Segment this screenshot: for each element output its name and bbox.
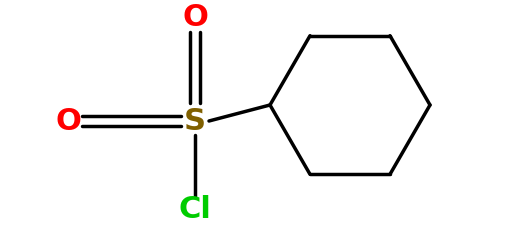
Text: S: S	[184, 106, 206, 136]
Text: O: O	[55, 106, 81, 136]
Text: Cl: Cl	[179, 196, 211, 225]
Text: O: O	[182, 3, 208, 32]
